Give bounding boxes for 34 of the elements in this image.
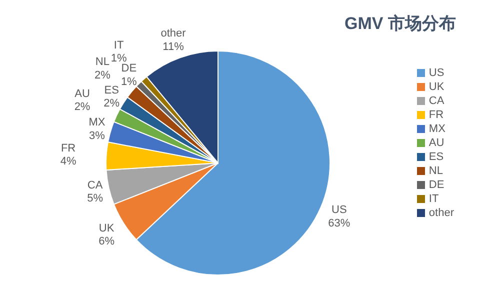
slice-label: other	[160, 28, 186, 40]
slice-label: DE	[121, 62, 137, 75]
legend-label: AU	[428, 137, 444, 149]
legend-label: FR	[428, 109, 444, 121]
data-label: 1%	[120, 76, 138, 88]
data-label: 3%	[89, 130, 106, 142]
data-label: 1%	[110, 52, 127, 64]
data-label: 2%	[74, 101, 90, 114]
legend-label: CA	[428, 95, 444, 107]
legend-label: IT	[428, 193, 439, 205]
data-label: 6%	[98, 236, 115, 248]
slice-label: IT	[114, 39, 124, 52]
slice-label: ES	[104, 84, 119, 96]
legend-label: US	[428, 67, 444, 79]
slice-label: FR	[60, 142, 76, 154]
data-label: 5%	[87, 192, 104, 204]
data-label: 2%	[104, 97, 120, 110]
data-label: 63%	[328, 217, 350, 230]
data-label: 4%	[60, 156, 76, 168]
slice-label: CA	[87, 179, 104, 192]
chart-title: GMV 市场分布	[344, 13, 456, 35]
slice-label: UK	[98, 222, 115, 235]
legend-label: NL	[428, 165, 443, 177]
data-label: 11%	[162, 40, 184, 53]
slice-label: MX	[88, 116, 106, 129]
slice-label: US	[332, 204, 347, 216]
slice-label: AU	[74, 88, 90, 100]
data-label: 2%	[94, 69, 111, 82]
legend-label: UK	[428, 81, 444, 93]
slice-label: NL	[95, 56, 110, 68]
legend-label: MX	[428, 123, 446, 135]
legend-label: DE	[428, 179, 444, 191]
legend-label: ES	[428, 151, 444, 163]
legend-label: other	[428, 207, 454, 219]
